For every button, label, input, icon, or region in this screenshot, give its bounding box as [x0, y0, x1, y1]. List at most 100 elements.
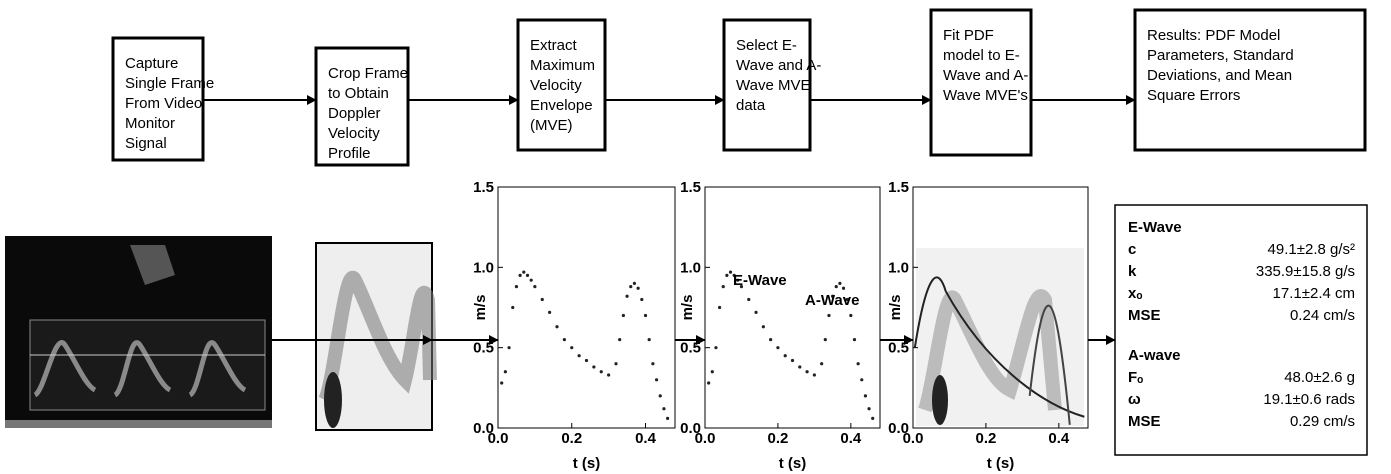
data-point [522, 270, 526, 274]
data-point [540, 297, 544, 302]
y-tick-label: 0.5 [680, 340, 701, 357]
step-text: Velocity [530, 77, 582, 94]
data-point [860, 378, 864, 382]
data-point [629, 285, 633, 289]
y-tick-label: 1.5 [888, 179, 909, 196]
step-text: Single Frame [125, 75, 214, 92]
param-value: 335.9±15.8 g/s [1256, 263, 1355, 280]
param-name: MSE [1128, 413, 1161, 430]
step-text: Capture [125, 55, 178, 72]
x-axis-label: t (s) [779, 455, 807, 472]
data-point [725, 273, 729, 277]
data-point [805, 370, 809, 374]
data-point [863, 394, 868, 398]
data-point [834, 285, 838, 289]
step-text: Doppler [328, 105, 381, 122]
fit-curve [913, 276, 1085, 418]
step-text: Wave and A- [943, 67, 1028, 84]
data-point [761, 325, 765, 329]
data-point [666, 416, 670, 420]
results-heading: E-Wave [1128, 219, 1182, 236]
data-point [518, 273, 522, 277]
data-point [525, 273, 530, 277]
data-point [507, 346, 511, 350]
y-tick-label: 1.0 [680, 259, 701, 276]
data-point [621, 313, 625, 318]
step-text: Wave MVE's [943, 87, 1028, 104]
data-point [640, 297, 644, 302]
x-tick-label: 0.0 [695, 430, 716, 447]
param-value: 19.1±0.6 rads [1263, 391, 1355, 408]
step-box [314, 46, 410, 167]
step-text: Extract [530, 37, 578, 54]
data-point [654, 378, 659, 382]
data-point [783, 354, 787, 358]
data-point [577, 354, 581, 358]
x-tick-label: 0.0 [903, 430, 924, 447]
x-tick-label: 0.4 [840, 430, 862, 447]
data-point [812, 373, 816, 377]
data-point [841, 286, 846, 290]
step-text: (MVE) [530, 117, 573, 134]
data-point [849, 313, 853, 318]
step-text: Envelope [530, 97, 593, 114]
x-tick-label: 0.2 [767, 430, 788, 447]
step-box [722, 18, 812, 152]
step-text: Select E- [736, 37, 797, 54]
cropped-image [315, 242, 437, 431]
data-point [721, 285, 725, 289]
annotation: A-Wave [805, 292, 859, 309]
data-point [570, 346, 574, 350]
data-point [707, 381, 711, 385]
step-text: Deviations, and Mean [1147, 67, 1292, 84]
step-text: From Video [125, 95, 202, 112]
plot-frame [912, 186, 1089, 429]
annotation: E-Wave [733, 272, 787, 289]
data-point [776, 346, 780, 350]
step-text: Signal [125, 135, 167, 152]
data-point [871, 416, 875, 420]
y-tick-label: 0.5 [473, 340, 494, 357]
x-tick-label: 0.4 [635, 430, 657, 447]
data-point [754, 310, 758, 314]
data-point [607, 373, 611, 377]
data-point [592, 365, 596, 369]
y-tick-label: 0.0 [680, 420, 701, 437]
data-point [562, 338, 566, 342]
x-tick-label: 0.4 [1048, 430, 1070, 447]
step-box [929, 8, 1033, 157]
data-point [584, 358, 589, 363]
y-tick-label: 1.5 [473, 179, 494, 196]
data-point [658, 394, 662, 398]
step-text: Monitor [125, 115, 175, 132]
data-point [529, 278, 533, 282]
data-point [511, 305, 515, 310]
y-axis-label: m/s [887, 295, 904, 321]
step-text: model to E- [943, 47, 1020, 64]
y-axis-label: m/s [472, 295, 489, 321]
data-point [867, 407, 871, 411]
step-box [516, 18, 607, 152]
data-point [632, 281, 637, 285]
data-point [856, 362, 860, 366]
step-text: Maximum [530, 57, 595, 74]
data-point [533, 285, 537, 289]
param-value: 0.24 cm/s [1290, 307, 1355, 324]
plot-frame [704, 186, 881, 429]
param-value: 49.1±2.8 g/s² [1268, 241, 1355, 258]
fit-background [916, 248, 1084, 426]
x-tick-label: 0.2 [561, 430, 582, 447]
data-point [747, 297, 751, 302]
y-tick-label: 1.0 [888, 259, 909, 276]
step-text: to Obtain [328, 85, 389, 102]
plot-frame [497, 186, 676, 429]
step-text: Velocity [328, 125, 380, 142]
y-tick-label: 0.0 [473, 420, 494, 437]
data-point [714, 346, 718, 350]
data-point [710, 370, 714, 374]
ultrasound-image [5, 236, 272, 428]
step-text: Parameters, Standard [1147, 47, 1294, 64]
data-point [500, 381, 504, 385]
results-heading: A-wave [1128, 347, 1181, 364]
